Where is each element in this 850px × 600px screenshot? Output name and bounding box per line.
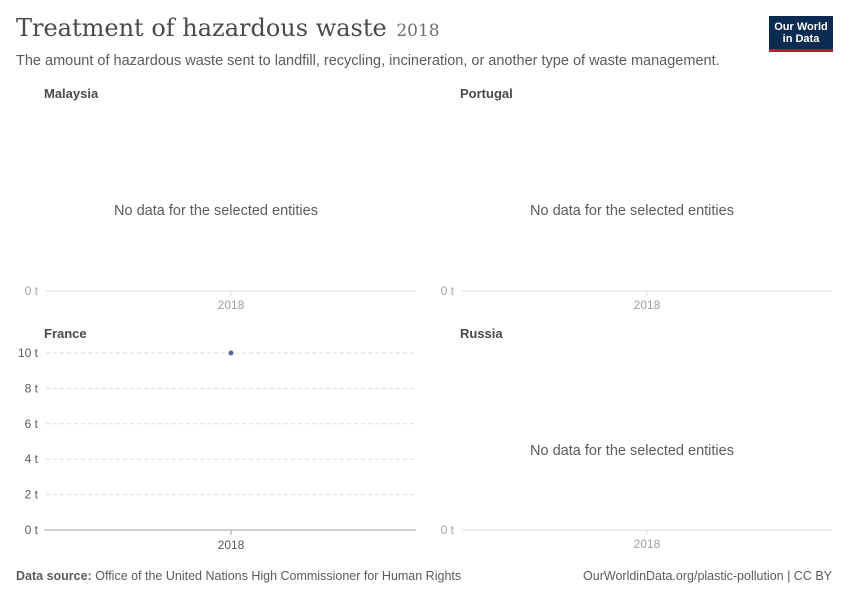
no-data-message-malaysia: No data for the selected entities bbox=[114, 203, 318, 219]
chart-title: Treatment of hazardous waste 2018 bbox=[16, 14, 440, 42]
panel-title-portugal: Portugal bbox=[460, 86, 513, 101]
x-tick-label-portugal: 2018 bbox=[634, 298, 661, 312]
logo-line-2: in Data bbox=[782, 33, 820, 45]
y-tick-label-malaysia: 0 t bbox=[25, 284, 39, 298]
source-link[interactable]: OurWorldinData.org/plastic-pollution | C… bbox=[583, 569, 832, 583]
no-data-message-russia: No data for the selected entities bbox=[530, 443, 734, 459]
y-tick-label-france: 10 t bbox=[18, 346, 39, 360]
panel-title-malaysia: Malaysia bbox=[44, 86, 99, 101]
y-tick-label-france: 6 t bbox=[25, 417, 39, 431]
data-point-france bbox=[228, 350, 234, 356]
y-tick-label-france: 2 t bbox=[25, 488, 39, 502]
y-tick-label-portugal: 0 t bbox=[441, 284, 455, 298]
chart-title-year: 2018 bbox=[396, 21, 440, 41]
logo-line-1: Our World bbox=[774, 21, 828, 33]
data-source-label: Data source: bbox=[16, 569, 92, 583]
panel-title-russia: Russia bbox=[460, 326, 503, 341]
y-tick-label-france: 4 t bbox=[25, 452, 39, 466]
y-tick-label-france: 0 t bbox=[25, 523, 39, 537]
x-tick-label-malaysia: 2018 bbox=[218, 298, 245, 312]
data-source-text[interactable]: Office of the United Nations High Commis… bbox=[95, 569, 462, 583]
chart-title-text: Treatment of hazardous waste bbox=[16, 14, 387, 42]
panel-title-france: France bbox=[44, 326, 87, 341]
no-data-message-portugal: No data for the selected entities bbox=[530, 203, 734, 219]
y-tick-label-russia: 0 t bbox=[441, 523, 455, 537]
x-tick-label-france: 2018 bbox=[218, 538, 245, 552]
owid-logo[interactable]: Our World in Data bbox=[769, 16, 833, 52]
data-source: Data source: Office of the United Nation… bbox=[16, 569, 461, 583]
y-tick-label-france: 8 t bbox=[25, 381, 39, 395]
x-tick-label-russia: 2018 bbox=[634, 537, 661, 551]
chart-subtitle: The amount of hazardous waste sent to la… bbox=[16, 53, 720, 69]
